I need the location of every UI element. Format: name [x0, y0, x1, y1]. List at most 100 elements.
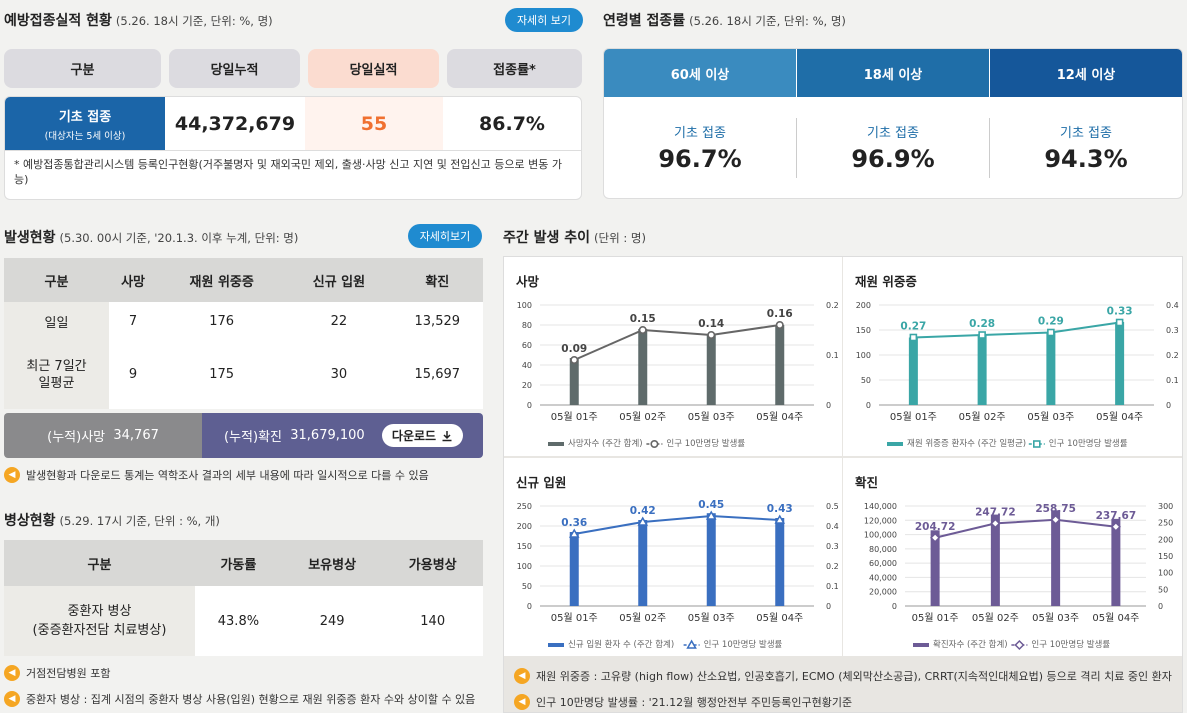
legend-bar-swatch: [913, 643, 929, 647]
occur-daily-severe: 176: [209, 313, 235, 329]
y-tick-label: 20,000: [869, 588, 897, 597]
age-tab-18[interactable]: 18세 이상: [796, 49, 989, 97]
y2-tick-label: 0.4: [826, 522, 839, 531]
data-label: 0.29: [1038, 316, 1064, 328]
chart-confirmed-title: 확진: [855, 475, 879, 490]
y-tick-label: 40: [522, 361, 532, 370]
download-button[interactable]: 다운로드: [382, 424, 463, 447]
vaccine-row-label: 기초 접종 (대상자는 5세 이상): [5, 97, 165, 150]
weekly-subtitle: (단위 : 명): [594, 231, 646, 245]
x-tick-label: 05월 03주: [1032, 612, 1079, 624]
rate-marker: [570, 356, 579, 365]
beds-hold-value: 249: [319, 613, 345, 629]
y2-tick-label: 150: [1158, 552, 1173, 561]
y2-tick-label: 250: [1158, 519, 1173, 528]
rate-marker: [990, 518, 1001, 529]
legend-line-marker: [1014, 639, 1025, 651]
rate-marker: [637, 516, 649, 526]
vaccine-more-button[interactable]: 자세히 보기: [505, 8, 583, 32]
occur-row-daily-label: 일일: [4, 302, 109, 341]
cum-conf-label: (누적)확진: [224, 430, 282, 445]
age-60-block: 기초 접종 96.7%: [604, 122, 796, 173]
chart-death-title: 사망: [516, 274, 540, 289]
bar: [775, 325, 785, 405]
occur-daily-death: 7: [128, 313, 138, 329]
data-label: 0.28: [969, 318, 995, 330]
y-tick-label: 20: [522, 381, 532, 390]
data-label: 0.42: [630, 505, 656, 517]
data-label: 258.75: [1035, 503, 1076, 515]
chart-death-svg: 0 20 40 60 80 100 0 0.1 0.2 05월 01주 05월 02주 05월 03주…: [517, 301, 839, 449]
beds-table: 구분 가동률 보유병상 가용병상 중환자 병상 (중증환자전담 치료병상) 43…: [4, 540, 483, 656]
legend-bar-swatch: [887, 442, 903, 446]
y-tick-label: 50: [861, 376, 871, 385]
x-tick-label: 05월 02주: [959, 411, 1006, 423]
legend-bar-label: 신규 입원 환자 수 (주간 합계): [568, 639, 674, 650]
rate-marker: [1050, 514, 1061, 525]
weekly-note-1-text: 재원 위중증 : 고유량 (high flow) 산소요법, 인공호흡기, EC…: [536, 670, 1172, 683]
age-subtitle: (5.26. 18시 기준, 단위: %, 명): [689, 14, 846, 28]
rate-marker: [638, 326, 647, 335]
age-tab-12[interactable]: 12세 이상: [989, 49, 1182, 97]
bar: [706, 513, 716, 606]
y-tick-label: 140,000: [864, 502, 897, 511]
weekly-note-2: ◀ 인구 10만명당 발생률 : '21.12월 행정안전부 주민등록인구현황기준: [514, 694, 852, 710]
legend-line-marker: [650, 440, 659, 449]
occur-avg-confirmed: 15,697: [414, 367, 461, 383]
age-60-kind: 기초 접종: [674, 126, 726, 141]
x-tick-label: 05월 03주: [1027, 411, 1074, 423]
occur-header-severe: 재원 위중증: [157, 258, 287, 302]
bar: [569, 358, 579, 405]
age-tab-60[interactable]: 60세 이상: [604, 49, 796, 97]
occur-header-category: 구분: [4, 258, 109, 302]
y-tick-label: 120,000: [864, 516, 897, 525]
x-tick-label: 05월 01주: [551, 411, 598, 423]
vaccine-header-today: 당일실적: [308, 49, 439, 88]
chart-severe-title: 재원 위중증: [855, 274, 917, 289]
data-label: 0.27: [900, 321, 926, 333]
occur-section-title: 발생현황 (5.30. 00시 기준, '20.1.3. 이후 누계, 단위: 명…: [4, 230, 299, 246]
rate-marker: [1115, 318, 1124, 327]
y2-tick-label: 0.1: [1166, 376, 1179, 385]
bar: [638, 520, 648, 606]
rate-marker: [909, 333, 918, 342]
chart-admit-title: 신규 입원: [516, 475, 567, 490]
y2-tick-label: 300: [1158, 502, 1173, 511]
legend-bar-label: 재원 위중증 환자수 (주간 일평균): [907, 438, 1026, 449]
legend-line-label: 인구 10만명당 발생률: [1049, 438, 1128, 449]
rate-line: [913, 321, 1120, 339]
legend-line-marker: [686, 639, 697, 649]
speaker-icon: ◀: [4, 691, 20, 707]
y-tick-label: 100: [517, 562, 532, 571]
y-tick-label: 150: [517, 542, 532, 551]
occur-note: ◀ 발생현황과 다운로드 통계는 역학조사 결과의 세부 내용에 따라 일시적으로…: [4, 467, 429, 483]
rate-marker: [568, 528, 580, 538]
cum-death-value: 34,767: [113, 428, 159, 443]
y-tick-label: 60,000: [869, 559, 897, 568]
legend-line-label: 인구 10만명당 발생률: [704, 639, 783, 650]
occur-more-button[interactable]: 자세히보기: [408, 224, 482, 248]
chart-death: 사망 0 20 40 60 80 100 0 0.1 0.2 05월 01주 05월 02주 05월 …: [504, 257, 842, 456]
data-label: 0.45: [698, 499, 724, 511]
bar: [908, 337, 918, 405]
beds-rate-value: 43.8%: [217, 613, 260, 629]
age-12-block: 기초 접종 94.3%: [990, 122, 1182, 173]
beds-note-1: ◀ 거점전담병원 포함: [4, 665, 110, 681]
chart-severe-svg: 0 50 100 150 200 0 0.1 0.2 0.3 0.4 05월 01주 05월 02주 0…: [856, 301, 1179, 449]
weekly-note-2-text: 인구 10만명당 발생률 : '21.12월 행정안전부 주민등록인구현황기준: [536, 696, 853, 709]
rate-marker: [705, 510, 717, 520]
age-12-kind: 기초 접종: [1060, 126, 1112, 141]
rate-marker: [1047, 328, 1055, 337]
weekly-section-title: 주간 발생 추이 (단위 : 명): [503, 230, 646, 246]
age-section-title: 연령별 접종률 (5.26. 18시 기준, 단위: %, 명): [603, 13, 846, 29]
data-label: 237.67: [1096, 510, 1137, 522]
data-label: 0.33: [1107, 306, 1133, 318]
vaccine-header-category: 구분: [4, 49, 161, 88]
cum-death-box: (누적)사망 34,767: [4, 413, 202, 458]
age-12-value: 94.3%: [1044, 145, 1128, 173]
y-tick-label: 40,000: [869, 573, 897, 582]
y-tick-label: 100: [517, 301, 532, 310]
age-card: 60세 이상 18세 이상 12세 이상 기초 접종 96.7% 기초 접종 9…: [603, 48, 1183, 199]
occur-table: 구분 사망 재원 위중증 신규 입원 확진 일일 7 176 22 13,529…: [4, 258, 483, 409]
beds-header-hold: 보유병상: [281, 540, 383, 586]
